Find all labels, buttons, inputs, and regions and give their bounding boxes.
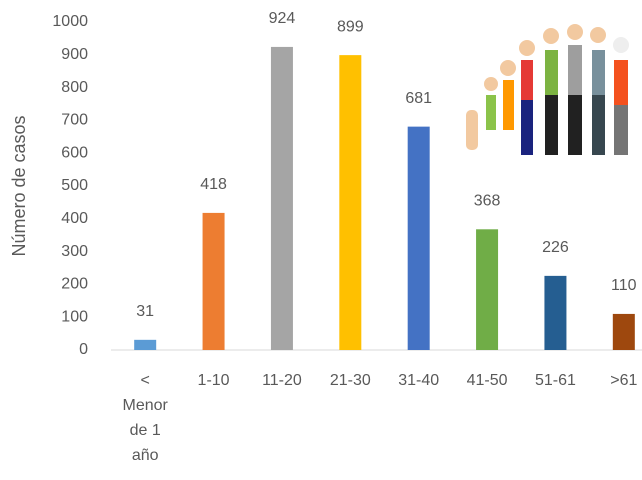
data-label: 899	[337, 18, 364, 35]
y-tick-label: 1000	[52, 13, 88, 30]
y-tick-label: 200	[61, 276, 88, 293]
y-tick-label: 500	[61, 177, 88, 194]
y-tick-label: 400	[61, 210, 88, 227]
data-label: 226	[542, 239, 569, 256]
x-tick-label: 11-20	[262, 372, 302, 389]
x-tick-label: 31-40	[398, 372, 440, 389]
x-tick-label: 51-61	[534, 372, 576, 389]
bar	[202, 212, 225, 350]
data-label: 31	[136, 303, 154, 320]
bar	[134, 339, 157, 350]
y-tick-label: 100	[61, 308, 88, 325]
bar	[544, 275, 567, 350]
data-label: 924	[269, 10, 296, 27]
x-tick-label: < Menor de 1 año	[122, 372, 168, 464]
bar	[612, 313, 635, 350]
y-tick-label: 700	[61, 112, 88, 129]
x-tick-label: 41-50	[466, 372, 508, 389]
x-tick-label: >61	[610, 372, 638, 389]
y-tick-label: 600	[61, 144, 88, 161]
y-axis-label: Número de casos	[9, 115, 29, 256]
bar	[339, 55, 362, 351]
bar	[270, 46, 293, 350]
data-label: 368	[474, 193, 501, 210]
x-tick-label: 21-30	[329, 372, 371, 389]
y-tick-label: 800	[61, 79, 88, 96]
y-tick-label: 0	[79, 341, 88, 358]
bar	[407, 126, 430, 351]
bar	[476, 229, 499, 350]
people-illustration	[466, 24, 629, 155]
y-tick-label: 900	[61, 46, 88, 63]
data-label: 110	[611, 277, 637, 294]
data-label: 681	[405, 90, 432, 107]
data-label: 418	[200, 176, 227, 193]
y-tick-label: 300	[61, 243, 88, 260]
x-tick-label: 1-10	[197, 372, 230, 389]
